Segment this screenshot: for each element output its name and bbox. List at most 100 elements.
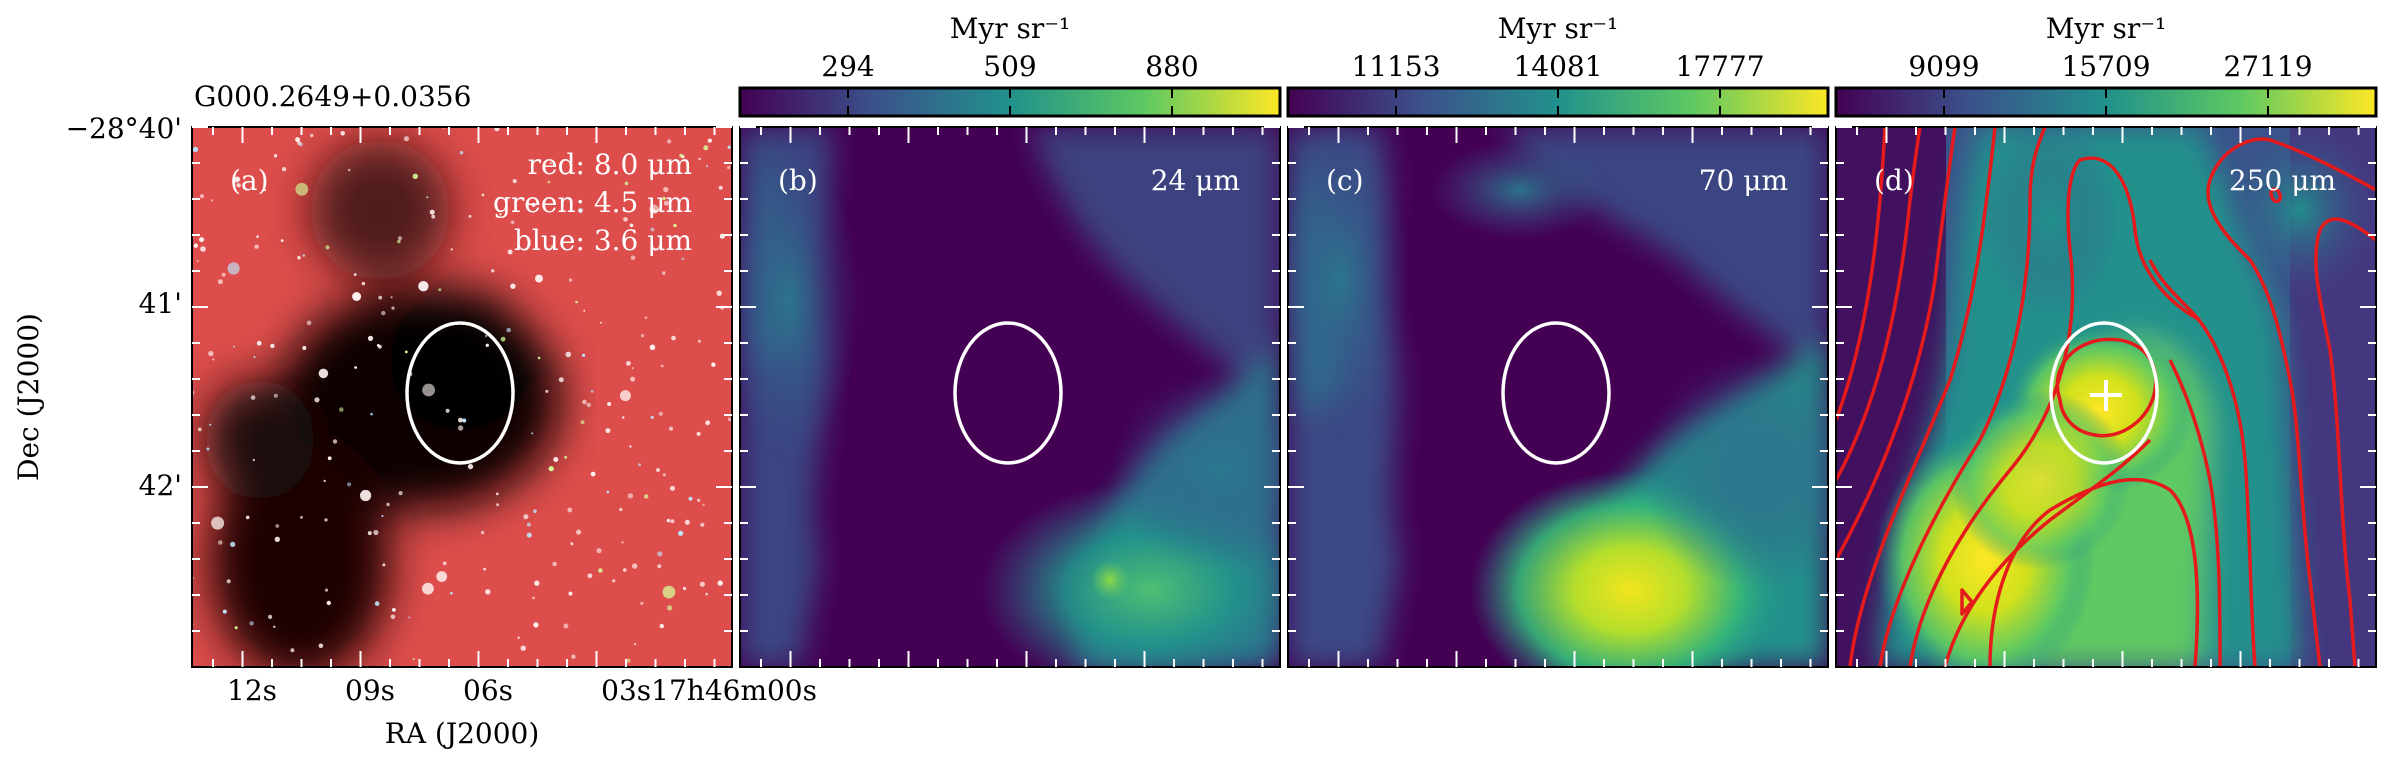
rgb-legend-green: green: 4.5 μm xyxy=(493,186,692,219)
star xyxy=(412,173,418,179)
star xyxy=(570,542,574,546)
star xyxy=(299,142,303,147)
star xyxy=(318,368,329,379)
star xyxy=(218,540,223,545)
star xyxy=(510,283,516,289)
panel-a: (a) red: 8.0 μm green: 4.5 μm blue: 3.6 … xyxy=(191,126,733,668)
panel-d: (d) 250 μm xyxy=(1835,126,2377,668)
star xyxy=(390,614,396,620)
star xyxy=(324,588,329,592)
panel-b-ticks xyxy=(740,126,1280,667)
star xyxy=(370,412,373,416)
star xyxy=(360,489,372,502)
star xyxy=(619,507,623,512)
star xyxy=(632,563,638,569)
star xyxy=(621,541,624,544)
star xyxy=(605,428,611,434)
source-name: G000.2649+0.0356 xyxy=(194,80,471,113)
star xyxy=(564,455,568,459)
star xyxy=(531,432,534,435)
colorbar-c-tick-1: 11153 xyxy=(1351,50,1440,83)
star xyxy=(327,456,332,461)
contour-levels xyxy=(1836,127,2376,667)
star xyxy=(582,353,586,357)
star xyxy=(517,636,520,639)
star xyxy=(339,407,344,412)
star xyxy=(587,573,593,579)
star xyxy=(418,281,429,292)
rgb-legend-blue: blue: 3.6 μm xyxy=(514,224,692,257)
star xyxy=(640,601,644,605)
star xyxy=(200,246,206,252)
star xyxy=(438,288,442,292)
star xyxy=(306,320,312,326)
colorbar-b-unit: Myr sr⁻¹ xyxy=(950,12,1071,45)
star xyxy=(268,614,273,620)
star xyxy=(697,339,701,343)
star xyxy=(666,518,671,523)
dec-tick-label-3: 42' xyxy=(139,469,182,502)
panel-b: (b) 24 μm xyxy=(739,126,1281,668)
star xyxy=(221,272,226,277)
colorbar-b-tick-2: 509 xyxy=(983,50,1036,83)
star xyxy=(658,411,664,416)
star xyxy=(211,516,225,530)
star xyxy=(245,515,250,520)
star xyxy=(485,589,491,595)
star xyxy=(507,249,513,255)
panel-b-label: (b) xyxy=(778,164,818,197)
star xyxy=(347,168,351,172)
star xyxy=(212,358,215,361)
colorbar-c-ticks xyxy=(1395,88,1721,116)
star xyxy=(660,364,664,368)
star xyxy=(670,485,675,491)
star xyxy=(491,269,495,273)
star xyxy=(577,207,584,214)
panel-c-label: (c) xyxy=(1326,164,1364,197)
star xyxy=(422,582,434,595)
star xyxy=(325,245,330,250)
star xyxy=(391,306,395,310)
star xyxy=(545,389,549,393)
dec-axis-label: Dec (J2000) xyxy=(12,313,45,481)
star xyxy=(302,254,305,257)
star xyxy=(457,425,464,431)
star xyxy=(626,658,631,663)
star xyxy=(392,608,396,612)
star xyxy=(619,390,631,402)
star xyxy=(630,376,636,382)
ra-tick-label-2: 09s xyxy=(345,674,395,707)
star xyxy=(526,532,532,538)
star xyxy=(662,585,676,599)
star xyxy=(590,389,594,393)
star xyxy=(576,529,582,535)
star xyxy=(193,243,198,248)
star xyxy=(326,600,331,606)
star xyxy=(376,344,380,347)
colorbar-d-tick-1: 9099 xyxy=(1908,50,1979,83)
star xyxy=(381,310,386,316)
star xyxy=(431,214,436,219)
dec-tick-label-2: 41' xyxy=(139,287,182,320)
star xyxy=(485,343,489,347)
star xyxy=(367,531,372,536)
star xyxy=(520,645,526,651)
panel-b-image xyxy=(740,127,1280,667)
star xyxy=(638,463,641,467)
panel-a-ticks xyxy=(192,126,732,667)
region-ellipse xyxy=(953,321,1063,465)
panel-c-ticks xyxy=(1288,126,1828,667)
star xyxy=(373,529,379,536)
star xyxy=(612,579,616,583)
star xyxy=(535,274,543,283)
star xyxy=(651,209,655,213)
star xyxy=(663,200,669,206)
star xyxy=(532,596,535,600)
star xyxy=(533,509,537,513)
star xyxy=(663,186,669,193)
star xyxy=(495,492,499,496)
star xyxy=(670,519,675,524)
star xyxy=(352,292,362,301)
star xyxy=(537,356,541,360)
star xyxy=(450,248,453,251)
